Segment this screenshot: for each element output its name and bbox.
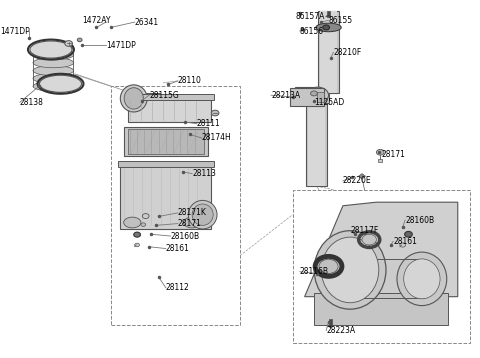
Bar xyxy=(328,319,332,325)
Bar xyxy=(378,159,382,161)
Polygon shape xyxy=(327,325,334,328)
Text: 1471DP: 1471DP xyxy=(106,41,136,50)
Text: 28161: 28161 xyxy=(393,237,417,246)
Text: 86155: 86155 xyxy=(328,16,353,25)
Circle shape xyxy=(135,243,140,247)
Polygon shape xyxy=(359,174,365,179)
Text: 28117F: 28117F xyxy=(350,226,378,235)
Bar xyxy=(327,11,330,17)
Ellipse shape xyxy=(192,204,213,225)
Polygon shape xyxy=(128,97,211,122)
Circle shape xyxy=(134,232,141,237)
Bar xyxy=(314,293,448,325)
Ellipse shape xyxy=(30,41,72,58)
Ellipse shape xyxy=(183,217,201,228)
Ellipse shape xyxy=(33,58,74,68)
Circle shape xyxy=(211,110,219,116)
Text: 28115G: 28115G xyxy=(149,91,179,100)
Text: 86156: 86156 xyxy=(300,26,324,35)
Bar xyxy=(290,88,324,106)
Circle shape xyxy=(400,243,406,247)
Text: 1472AY: 1472AY xyxy=(82,16,110,25)
Polygon shape xyxy=(305,202,458,297)
Text: 28171K: 28171K xyxy=(178,208,207,217)
Text: 1125AD: 1125AD xyxy=(314,98,345,107)
Polygon shape xyxy=(325,14,331,17)
Bar xyxy=(111,86,240,325)
Bar xyxy=(355,259,424,299)
Text: 1471DP: 1471DP xyxy=(0,26,30,35)
Bar xyxy=(124,127,208,156)
Ellipse shape xyxy=(39,75,82,92)
Text: 28171: 28171 xyxy=(178,219,202,228)
Bar xyxy=(125,94,214,100)
Bar xyxy=(318,11,339,93)
Bar xyxy=(295,87,328,103)
Text: 28171: 28171 xyxy=(381,150,405,159)
Circle shape xyxy=(323,25,329,30)
Ellipse shape xyxy=(33,66,74,76)
Ellipse shape xyxy=(33,73,74,83)
Text: 28138: 28138 xyxy=(20,98,44,107)
Text: 28161: 28161 xyxy=(166,244,190,253)
Text: 28113: 28113 xyxy=(192,169,216,178)
Circle shape xyxy=(311,91,317,96)
Ellipse shape xyxy=(33,81,74,91)
Bar xyxy=(293,190,470,343)
Text: 28210F: 28210F xyxy=(333,48,361,57)
Circle shape xyxy=(362,234,376,245)
Ellipse shape xyxy=(314,231,386,309)
Text: 86157A: 86157A xyxy=(295,12,324,21)
Circle shape xyxy=(77,38,82,42)
Bar xyxy=(297,88,327,102)
Text: 28174H: 28174H xyxy=(202,134,231,142)
Ellipse shape xyxy=(33,50,74,60)
Ellipse shape xyxy=(397,252,447,306)
Text: 28160B: 28160B xyxy=(170,232,200,241)
Bar xyxy=(306,103,327,186)
Bar xyxy=(320,11,337,93)
Circle shape xyxy=(65,41,72,46)
Ellipse shape xyxy=(188,200,217,229)
Ellipse shape xyxy=(307,87,328,103)
Ellipse shape xyxy=(33,42,74,52)
Circle shape xyxy=(143,214,149,219)
Bar xyxy=(308,103,325,186)
Bar xyxy=(118,161,214,167)
Text: 26341: 26341 xyxy=(135,18,159,26)
Ellipse shape xyxy=(316,23,341,32)
Circle shape xyxy=(405,231,412,237)
Bar xyxy=(128,129,204,154)
Text: 28116B: 28116B xyxy=(300,267,329,276)
Bar xyxy=(134,93,160,104)
Text: 28112: 28112 xyxy=(166,283,190,292)
Ellipse shape xyxy=(124,88,144,109)
Circle shape xyxy=(141,223,146,226)
Text: 28111: 28111 xyxy=(197,119,221,128)
Text: 28220E: 28220E xyxy=(343,176,372,185)
Bar xyxy=(317,92,324,102)
Ellipse shape xyxy=(404,259,440,299)
Text: 28223A: 28223A xyxy=(326,326,355,335)
Ellipse shape xyxy=(322,237,379,303)
Ellipse shape xyxy=(120,85,147,112)
Text: 28160B: 28160B xyxy=(405,216,434,224)
Ellipse shape xyxy=(124,217,141,228)
Text: 28213A: 28213A xyxy=(271,91,300,100)
Text: 28110: 28110 xyxy=(178,76,202,86)
Circle shape xyxy=(376,149,384,155)
Polygon shape xyxy=(120,163,211,229)
Circle shape xyxy=(319,259,338,274)
